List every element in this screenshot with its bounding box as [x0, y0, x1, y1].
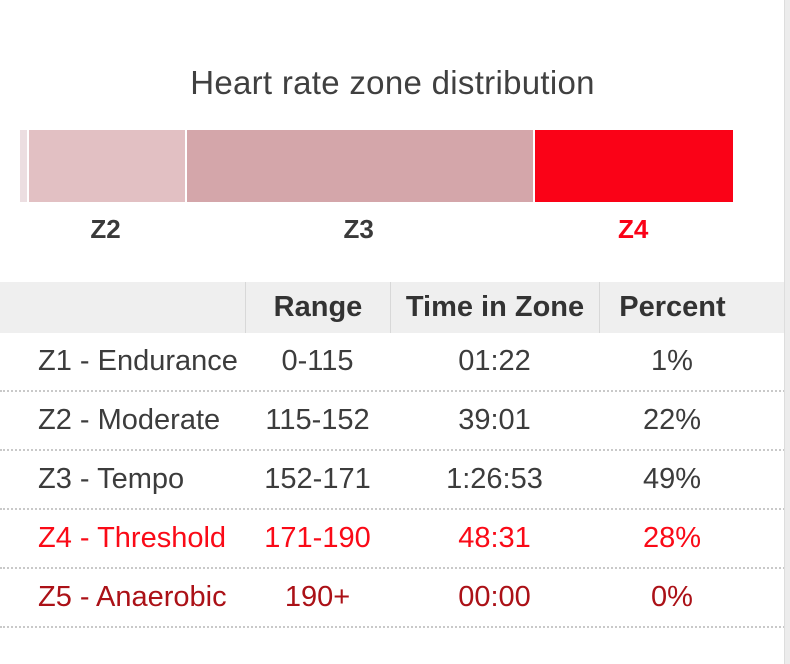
zone-table-row-z2: Z2 - Moderate 115-152 39:01 22%: [0, 392, 785, 451]
zone-label-z4: Z4: [618, 214, 649, 244]
cell-pct: 49%: [642, 463, 702, 495]
cell-zone: Z3 - Tempo: [38, 463, 185, 495]
column-header-time-in-zone: Time in Zone: [390, 282, 599, 333]
cell-time: 48:31: [458, 522, 531, 554]
cell-range: 190+: [284, 581, 351, 613]
cell-pct: 1%: [651, 345, 693, 377]
zone-table-header: Range Time in Zone Percent: [0, 282, 785, 333]
zone-segment-z3: [186, 130, 534, 202]
cell-zone: Z5 - Anaerobic: [38, 581, 227, 613]
zone-segment-z4: [535, 130, 733, 202]
cell-time: 39:01: [458, 404, 531, 436]
zone-bar-labels: Z2 Z3 Z4: [20, 214, 733, 244]
zone-table-row-z4: Z4 - Threshold 171-190 48:31 28%: [0, 510, 785, 569]
zone-table-row-z3: Z3 - Tempo 152-171 1:26:53 49%: [0, 451, 785, 510]
zone-table-row-z1: Z1 - Endurance 0-115 01:22 1%: [0, 333, 785, 392]
cell-range: 171-190: [264, 522, 371, 554]
zone-table-body: Z1 - Endurance 0-115 01:22 1% Z2 - Moderate 1…: [0, 333, 785, 628]
zone-label-z3: Z3: [343, 214, 374, 244]
column-header-percent: Percent: [599, 282, 785, 333]
zone-table: Range Time in Zone Percent Z1 - Endurance 0…: [0, 282, 785, 628]
cell-pct: 22%: [642, 404, 702, 436]
cell-time: 01:22: [458, 345, 531, 377]
cell-range: 0-115: [281, 345, 354, 377]
cell-pct: 0%: [651, 581, 693, 613]
page-title: Heart rate zone distribution: [190, 64, 595, 101]
cell-zone: Z2 - Moderate: [38, 404, 221, 436]
zone-segment-z1: [20, 130, 28, 202]
zone-distribution-bar: [20, 130, 733, 202]
cell-time: 00:00: [458, 581, 531, 613]
scrollbar-track[interactable]: [784, 0, 790, 664]
cell-time: 1:26:53: [446, 463, 543, 495]
column-header-range: Range: [245, 282, 390, 333]
zone-label-z2: Z2: [90, 214, 121, 244]
cell-zone: Z1 - Endurance: [38, 345, 238, 377]
cell-zone: Z4 - Threshold: [38, 522, 227, 554]
cell-range: 152-171: [264, 463, 371, 495]
zone-table-row-z5: Z5 - Anaerobic 190+ 00:00 0%: [0, 569, 785, 628]
column-header-zone: [0, 282, 245, 333]
cell-range: 115-152: [265, 404, 370, 436]
zone-segment-z2: [29, 130, 185, 202]
cell-pct: 28%: [642, 522, 702, 554]
